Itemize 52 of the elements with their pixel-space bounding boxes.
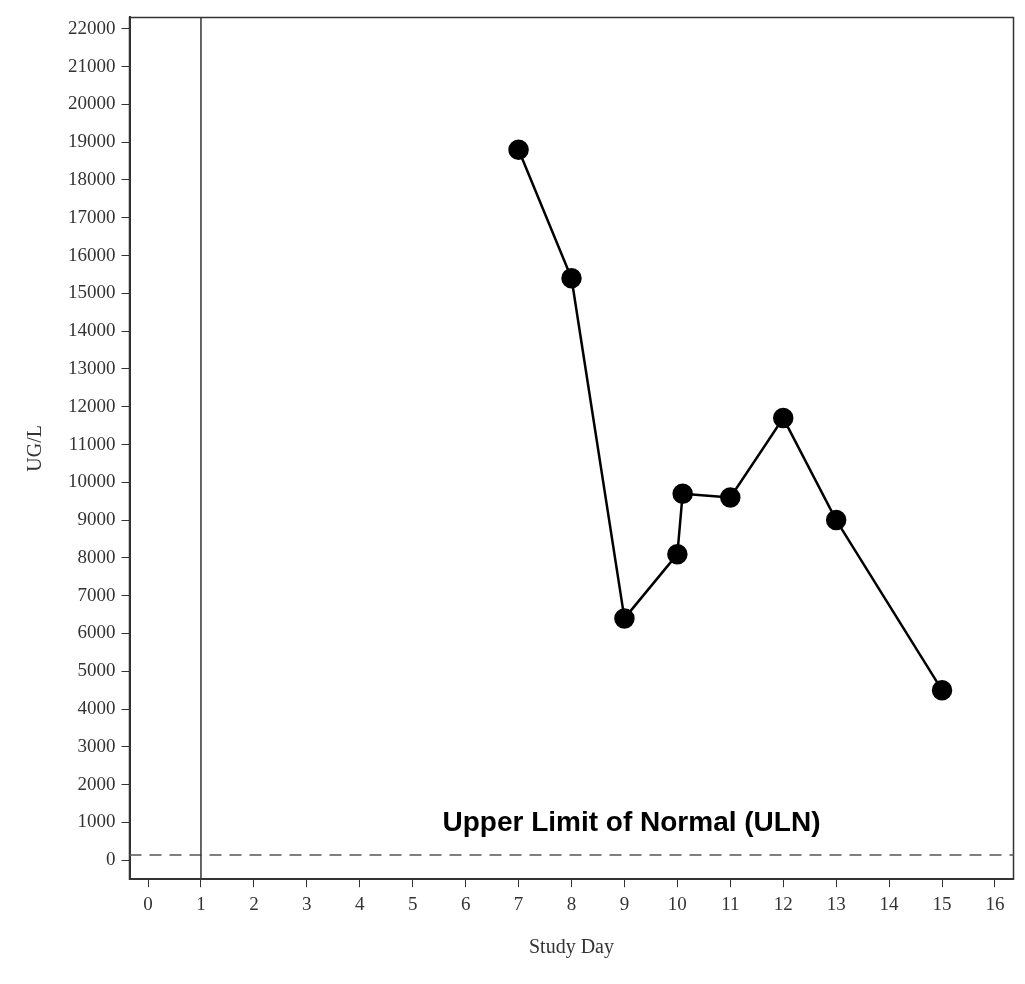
point (825, 509, 847, 531)
y-tick-label: 10000 (68, 470, 116, 492)
x-tick-label: 2 (249, 892, 259, 914)
x-tick-label: 5 (407, 892, 418, 914)
x-tick-label: 8 (566, 892, 577, 914)
x-tick-label: 9 (619, 892, 630, 914)
x-tick-label: 16 (985, 892, 1005, 914)
x-axis-title: Study Day (529, 935, 614, 959)
x-tick-label: 0 (143, 892, 153, 914)
x-tick-label: 1 (196, 892, 206, 914)
y-tick-label: 7000 (77, 583, 116, 605)
y-tick-label: 9000 (77, 508, 116, 530)
point (508, 139, 529, 160)
y-tick-label: 14000 (68, 319, 116, 341)
y-tick-label: 18000 (68, 167, 116, 189)
y-tick-label: 6000 (77, 621, 116, 643)
y-tick-label: 8000 (77, 545, 116, 567)
x-tick-label: 15 (932, 892, 952, 914)
y-axis-title: UG/L (23, 424, 46, 472)
point (931, 679, 953, 701)
x-tick-label: 10 (667, 892, 687, 914)
y-tick-label: 20000 (68, 92, 116, 114)
y-tick-label: 2000 (77, 772, 116, 794)
y-tick-label: 19000 (68, 130, 116, 152)
y-tick-label: 12000 (68, 394, 116, 416)
x-tick-label: 12 (773, 892, 793, 914)
x-tick-label: 6 (460, 892, 471, 914)
y-tick-label: 5000 (77, 659, 116, 681)
y-tick-label: 4000 (77, 697, 116, 719)
y-tick-label: 15000 (68, 281, 116, 303)
x-tick-label: 4 (355, 892, 366, 914)
point (667, 543, 688, 565)
y-tick-label: 17000 (68, 205, 116, 227)
y-tick-label: 21000 (68, 54, 116, 76)
point (614, 608, 635, 629)
y-tick-label: 1000 (77, 810, 116, 832)
point (720, 487, 741, 508)
y-tick-label: 11000 (68, 432, 116, 454)
y-tick-label: 13000 (68, 356, 116, 378)
x-tick-label: 14 (879, 892, 900, 914)
x-tick-label: 11 (721, 892, 740, 914)
y-tick-label: 16000 (68, 243, 116, 265)
ref-line-label: Upper Limit of Normal (ULN) (442, 805, 821, 837)
y-tick-label: 22000 (68, 16, 116, 38)
x-tick-label: 7 (513, 892, 524, 914)
point (772, 407, 794, 429)
y-tick-label: 3000 (77, 734, 116, 756)
point (561, 267, 582, 289)
x-tick-label: 3 (302, 892, 312, 914)
y-tick-label: 0 (106, 848, 116, 870)
point (672, 483, 693, 504)
x-tick-label: 13 (826, 892, 846, 914)
